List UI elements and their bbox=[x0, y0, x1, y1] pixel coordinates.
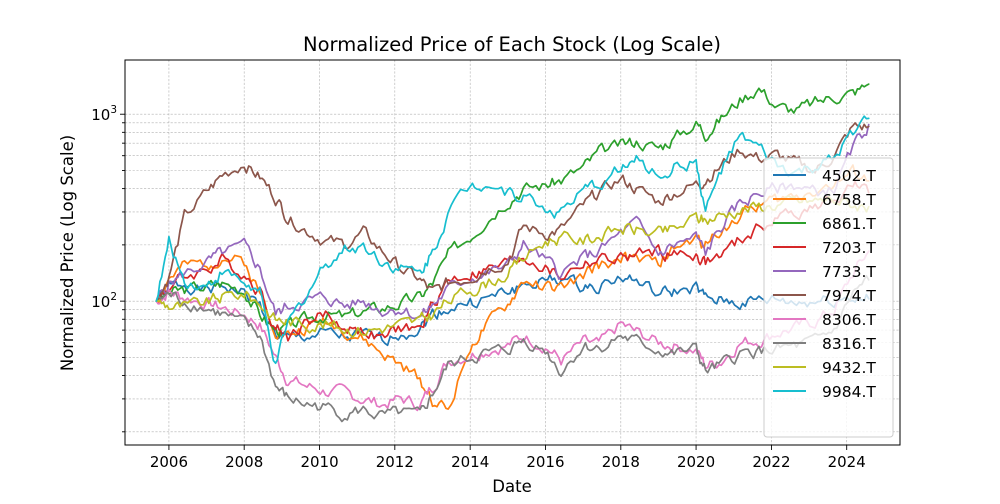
legend-label: 7203.T bbox=[822, 239, 876, 257]
x-tick-label: 2020 bbox=[677, 453, 715, 471]
legend-label: 8306.T bbox=[822, 311, 876, 329]
legend-label: 9984.T bbox=[822, 383, 876, 401]
x-tick-label: 2022 bbox=[752, 453, 790, 471]
series-line-8316-T bbox=[155, 274, 870, 423]
legend-label: 4502.T bbox=[822, 167, 876, 185]
x-tick-label: 2016 bbox=[526, 453, 564, 471]
x-tick-label: 2014 bbox=[451, 453, 489, 471]
y-tick-label: 103 bbox=[91, 104, 117, 124]
series-line-8306-T bbox=[155, 250, 870, 412]
y-axis-label: Normalized Price (Log Scale) bbox=[58, 135, 77, 371]
chart-title: Normalized Price of Each Stock (Log Scal… bbox=[303, 33, 721, 56]
x-tick-label: 2024 bbox=[828, 453, 866, 471]
legend: 4502.T 6758.T 6861.T 7203.T 7733.T 7974.T 8306… bbox=[763, 157, 894, 438]
x-tick-label: 2006 bbox=[150, 453, 188, 471]
legend-label: 9432.T bbox=[822, 359, 876, 377]
legend-label: 6861.T bbox=[822, 215, 876, 233]
plot-frame bbox=[124, 59, 901, 446]
series-line-7733-T bbox=[155, 123, 870, 320]
x-tick-label: 2010 bbox=[300, 453, 338, 471]
x-tick-label: 2012 bbox=[376, 453, 414, 471]
series-lines bbox=[155, 83, 870, 423]
series-line-9432-T bbox=[155, 195, 870, 338]
series-line-9984-T bbox=[155, 115, 870, 365]
axis-ticks: 2006 2008 2010 2012 2014 2016 2018 2020 2022 2024… bbox=[91, 104, 866, 471]
x-tick-label: 2018 bbox=[602, 453, 640, 471]
legend-label: 6758.T bbox=[822, 191, 876, 209]
legend-label: 8316.T bbox=[822, 335, 876, 353]
legend-label: 7974.T bbox=[822, 287, 876, 305]
y-tick-label: 102 bbox=[91, 291, 117, 311]
x-axis-label: Date bbox=[492, 477, 531, 496]
x-tick-label: 2008 bbox=[225, 453, 263, 471]
legend-label: 7733.T bbox=[822, 263, 876, 281]
series-line-7974-T bbox=[155, 122, 870, 302]
